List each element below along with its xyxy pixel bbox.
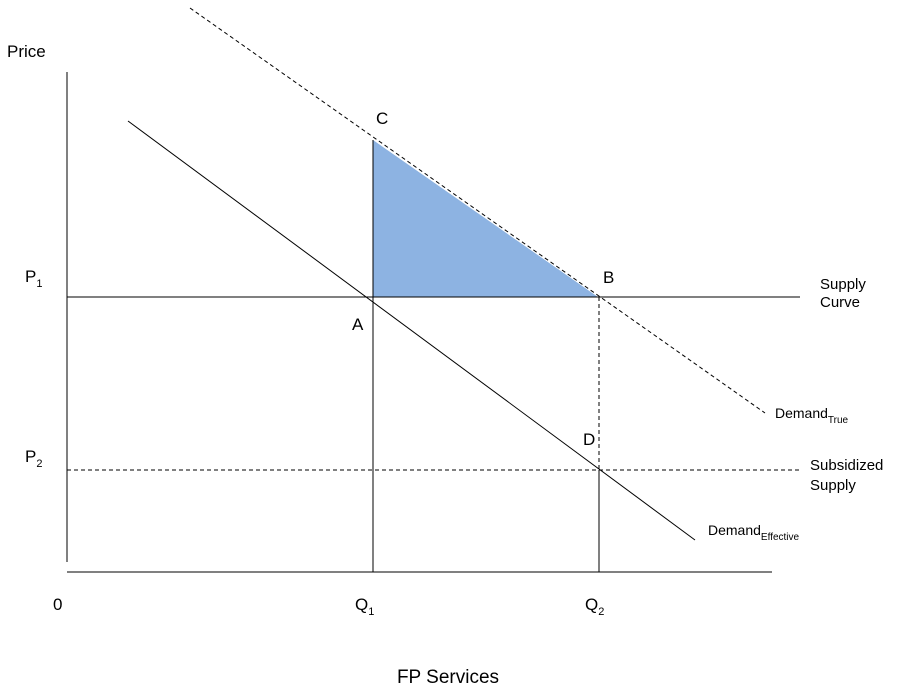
- point-b-label: B: [603, 268, 614, 287]
- q1-label: Q1: [355, 595, 374, 618]
- point-d-label: D: [583, 430, 595, 449]
- subsidized-supply-label: Subsidized Supply: [810, 457, 888, 494]
- origin-label: 0: [53, 595, 62, 614]
- y-axis-title: Price: [7, 42, 46, 61]
- p2-label: P2: [25, 447, 42, 470]
- point-c-label: C: [376, 109, 388, 128]
- p1-label: P1: [25, 267, 42, 290]
- demand-effective-label: DemandEffective: [708, 522, 800, 543]
- point-a-label: A: [352, 315, 364, 334]
- q2-label: Q2: [585, 595, 604, 618]
- demand-true-label: DemandTrue: [775, 405, 849, 426]
- demand-true-line: [189, 7, 766, 414]
- x-axis-title: FP Services: [397, 667, 499, 685]
- welfare-loss-triangle: [373, 140, 598, 297]
- demand-effective-line: [127, 120, 696, 541]
- supply-curve-label: Supply Curve: [820, 276, 870, 311]
